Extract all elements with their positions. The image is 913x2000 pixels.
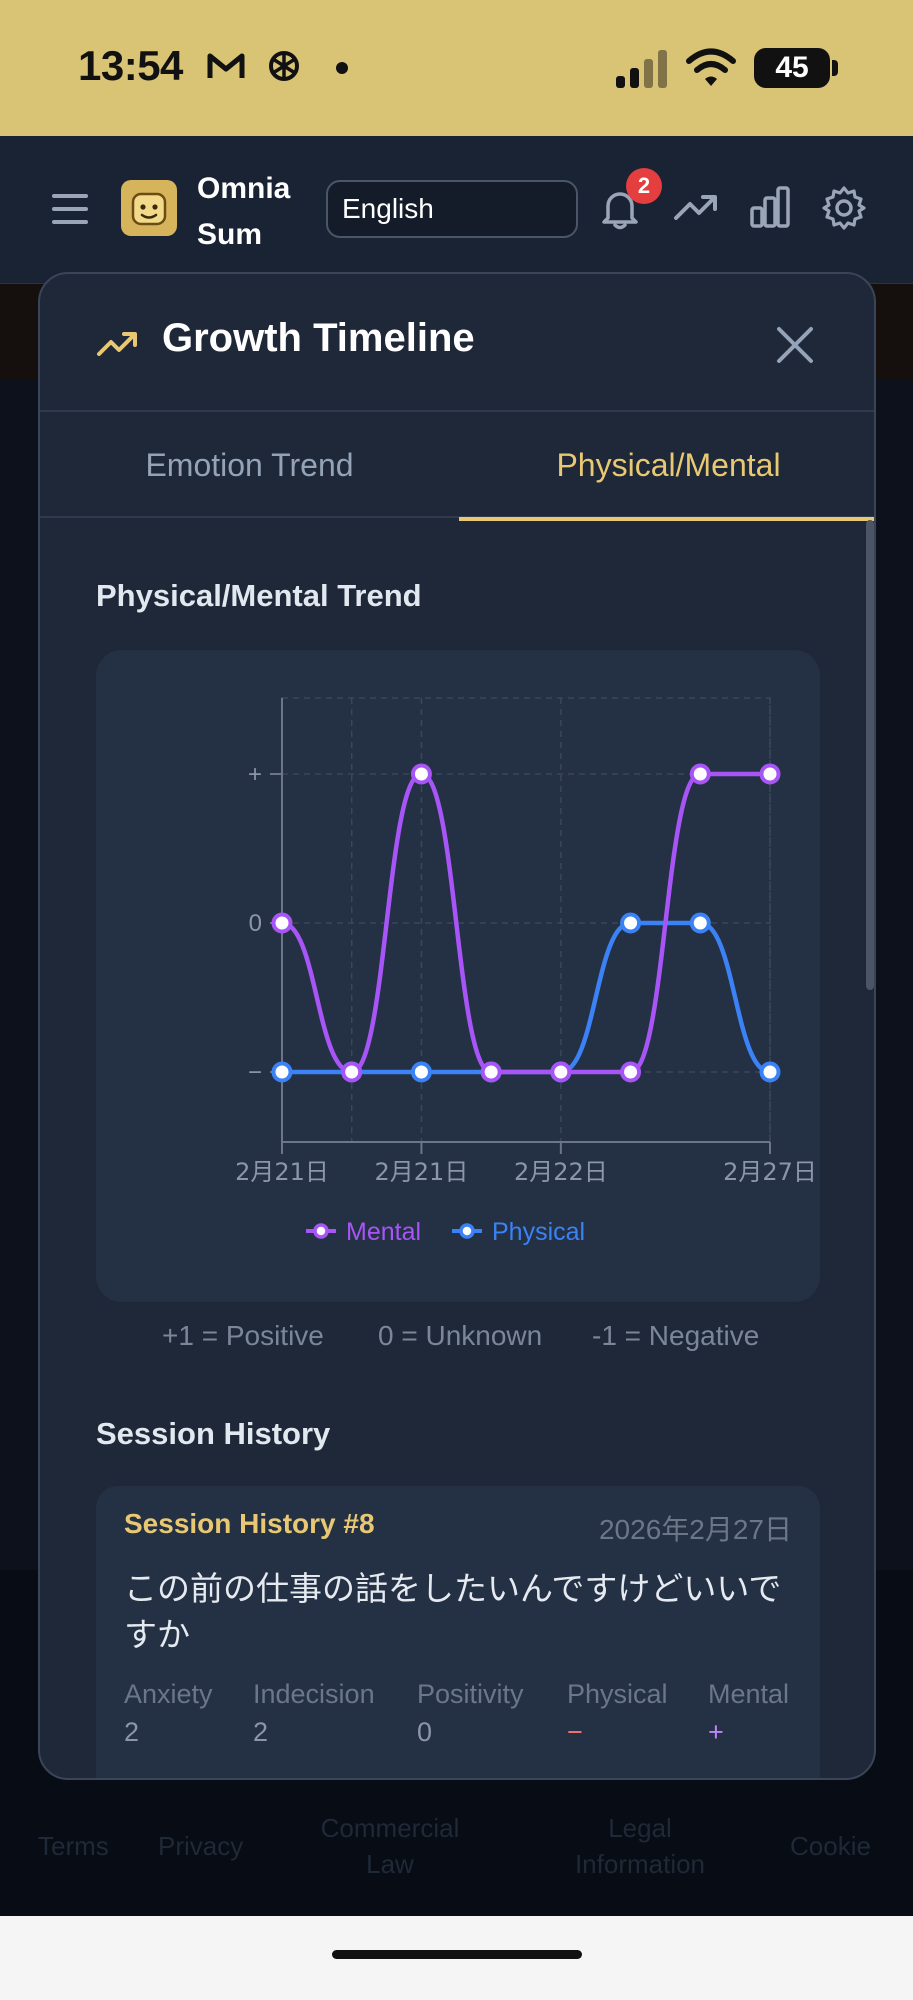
metric-physical: Physical − — [567, 1676, 668, 1752]
gmail-icon — [207, 53, 245, 78]
chart-y-tick-label: 0 — [249, 910, 262, 937]
status-time: 13:54 — [78, 42, 183, 89]
chart-x-tick-label: 2月21日 — [375, 1158, 469, 1186]
chart-point-mental — [480, 1061, 502, 1083]
chart-x-tick-label: 2月27日 — [723, 1158, 817, 1186]
session-title: Session History #8 — [124, 1508, 375, 1539]
metric-value: 2 — [253, 1717, 269, 1747]
logo-icon[interactable] — [121, 180, 177, 236]
footer-links: Terms Privacy Commercial Law Legal Infor… — [0, 1813, 913, 1900]
chart-point-mental — [689, 763, 711, 785]
battery-icon: 45 — [754, 48, 830, 88]
trend-chart: +0 − 2月21日 2月21日 2月22日 2月27日 Mental Physical — [235, 697, 817, 1246]
settings-icon[interactable] — [820, 184, 868, 232]
bell-icon[interactable] — [596, 184, 644, 232]
tab-physical-mental[interactable]: Physical/Mental — [459, 412, 874, 521]
scale-negative: -1 = Negative — [592, 1320, 760, 1351]
footer-link-commercial-law[interactable]: Commercial Law — [320, 1813, 460, 1879]
battery-tip — [832, 60, 838, 76]
modal-tabs: Emotion Trend Physical/Mental — [40, 412, 874, 521]
chart-point-physical — [271, 1061, 293, 1083]
close-icon[interactable] — [770, 320, 820, 370]
tab-emotion-trend[interactable]: Emotion Trend — [145, 447, 354, 483]
chart-point-mental — [550, 1061, 572, 1083]
footer-link-legal-information[interactable]: Legal Information — [574, 1813, 706, 1879]
scale-unknown: 0 = Unknown — [378, 1320, 543, 1351]
notification-badge: 2 — [626, 168, 662, 204]
signal-icon — [616, 50, 667, 88]
footer-link-privacy[interactable]: Privacy — [158, 1831, 244, 1861]
metric-label: Indecision — [253, 1679, 375, 1709]
chart-point-physical — [410, 1061, 432, 1083]
wifi-icon — [686, 48, 736, 86]
trend-chart-card: +0 − 2月21日 2月21日 2月22日 2月27日 Mental Physical — [96, 650, 820, 1302]
modal-header: Growth Timeline — [40, 274, 874, 412]
session-card[interactable]: Session History #8 2026年2月27日 この前の仕事の話をし… — [96, 1486, 820, 1778]
chart-point-physical — [689, 912, 711, 934]
home-indicator[interactable] — [332, 1950, 582, 1959]
chart-point-mental — [410, 763, 432, 785]
session-history-title: Session History — [96, 1416, 331, 1451]
brand-line-1: Omnia — [197, 172, 291, 205]
chart-point-physical — [620, 912, 642, 934]
metric-indecision: Indecision 2 — [253, 1676, 375, 1752]
brand-line-2: Sum — [197, 218, 263, 251]
trending-icon[interactable] — [672, 184, 720, 232]
metric-label: Positivity — [417, 1679, 524, 1709]
app-header: Omnia Sum English 2 — [0, 136, 913, 284]
chart-x-tick-label: 2月22日 — [514, 1158, 608, 1186]
footer-link-cookie[interactable]: Cookie — [790, 1831, 871, 1861]
openai-icon — [269, 51, 299, 81]
metric-value: + — [708, 1717, 724, 1747]
session-date: 2026年2月27日 — [598, 1514, 792, 1545]
modal-title: Growth Timeline — [162, 316, 475, 360]
metric-label: Physical — [567, 1679, 668, 1709]
session-text: この前の仕事の話をしたいんですけどいいですか — [124, 1570, 782, 1653]
trending-icon — [97, 332, 137, 356]
legend-marker-mental — [313, 1223, 329, 1239]
metric-anxiety: Anxiety 2 — [124, 1676, 213, 1752]
chart-point-mental — [759, 763, 781, 785]
menu-icon[interactable] — [52, 194, 88, 224]
metric-mental: Mental + — [708, 1676, 789, 1752]
metric-value: − — [567, 1717, 583, 1747]
status-dot — [336, 62, 348, 74]
legend-label-mental: Mental — [346, 1218, 421, 1246]
metric-label: Anxiety — [124, 1679, 213, 1709]
metric-label: Mental — [708, 1679, 790, 1709]
brand-name: Omnia Sum — [197, 166, 290, 258]
chart-point-mental — [620, 1061, 642, 1083]
scale-positive: +1 = Positive — [162, 1320, 324, 1351]
metric-value: 2 — [124, 1717, 140, 1747]
chart-y-tick-label: − — [248, 1059, 262, 1086]
growth-timeline-modal: Growth Timeline Emotion Trend Physical/M… — [38, 272, 876, 1780]
legend-label-physical: Physical — [492, 1218, 585, 1246]
chart-x-tick-label: 2月21日 — [235, 1158, 329, 1186]
chart-point-mental — [341, 1061, 363, 1083]
footer-link-terms[interactable]: Terms — [38, 1831, 109, 1861]
bar-chart-icon[interactable] — [746, 184, 794, 232]
chart-y-tick-label: + — [248, 761, 262, 788]
legend-marker-physical — [459, 1223, 475, 1239]
scrollbar[interactable] — [866, 520, 874, 990]
chart-line-physical — [281, 920, 771, 1075]
metric-positivity: Positivity 0 — [417, 1676, 524, 1752]
language-select[interactable]: English — [326, 180, 578, 238]
metric-value: 0 — [417, 1717, 433, 1747]
chart-point-physical — [759, 1061, 781, 1083]
trend-section-title: Physical/Mental Trend — [96, 578, 422, 613]
chart-point-mental — [271, 912, 293, 934]
status-bar: 13:54 45 — [0, 0, 913, 136]
